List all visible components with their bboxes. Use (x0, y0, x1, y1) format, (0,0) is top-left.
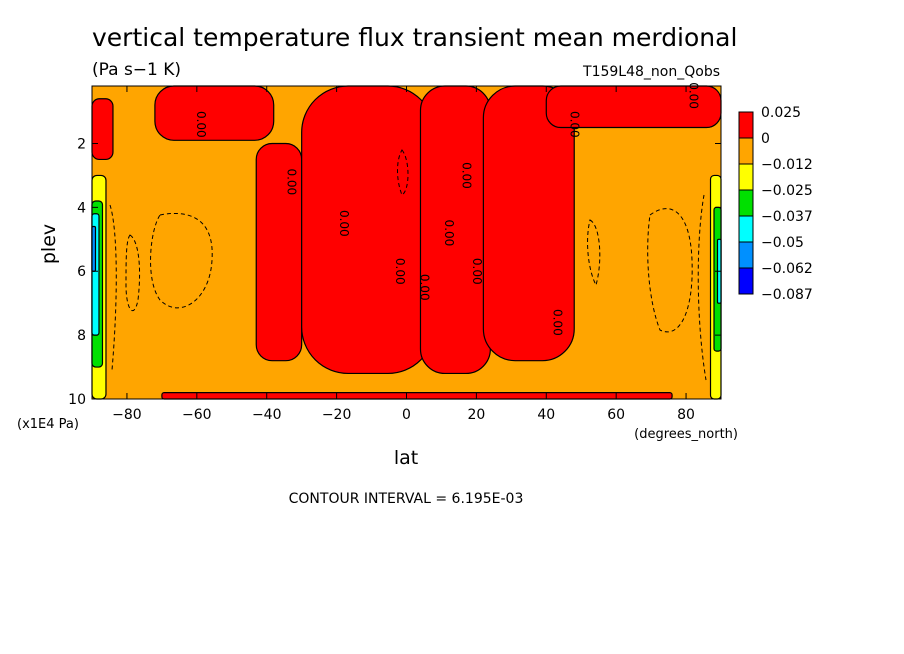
region-0 (91, 98, 114, 161)
plot-area: 0.00 0.00 0.00 0.00 0.00 0.00 0.00 0.00 0.00 0.00… (91, 82, 722, 400)
contour-label: 0.00 (285, 168, 299, 195)
y-tick-label: 6 (77, 264, 86, 280)
colorbar-label: −0.05 (761, 235, 804, 251)
colorbar-swatch (738, 241, 754, 269)
negative-contour-line (697, 194, 707, 381)
contour-label: 0.00 (687, 82, 701, 109)
contour-label: 0.00 (442, 220, 456, 247)
negative-contour-line (125, 234, 141, 312)
colorbar-swatch (738, 267, 754, 295)
colorbar-label: −0.037 (761, 209, 813, 225)
contour-label: 0.00 (417, 274, 431, 301)
y-units-label: (x1E4 Pa) (17, 417, 79, 432)
shaded-regions (91, 85, 722, 400)
contour-interval-note: CONTOUR INTERVAL = 6.195E-03 (289, 491, 524, 507)
x-tick-label: −20 (322, 407, 352, 423)
contour-label: 0.00 (393, 258, 407, 285)
x-tick-label: 60 (607, 407, 625, 423)
colorbar-swatch (738, 189, 754, 217)
contour-label: 0.00 (568, 111, 582, 138)
colorbar-label: −0.062 (761, 261, 813, 277)
colorbar-swatch (738, 163, 754, 191)
x-axis-title: lat (394, 447, 418, 469)
colorbar-label: −0.012 (761, 157, 813, 173)
chart-title: vertical temperature flux transient mean… (92, 23, 737, 52)
negative-contour-line (109, 204, 117, 371)
y-tick-label: 2 (77, 136, 86, 152)
colorbar: 0.025 0 −0.012 −0.025 −0.037 −0.05 −0.062 −0.08… (738, 105, 813, 303)
colorbar-swatch (738, 215, 754, 243)
x-tick-label: −80 (112, 407, 142, 423)
negative-contour-line (647, 208, 693, 333)
contour-label: 0.00 (337, 210, 351, 237)
y-tick-label: 8 (77, 328, 86, 344)
y-axis-title: plev (38, 224, 60, 264)
y-tick-label: 10 (68, 392, 86, 408)
negative-contour-line (587, 219, 601, 287)
negative-contour-line (150, 212, 213, 309)
dataset-label: T159L48_non_Qobs (582, 64, 720, 80)
x-tick-label: −60 (182, 407, 212, 423)
x-tick-label: −40 (252, 407, 282, 423)
colorbar-label: −0.087 (761, 287, 813, 303)
colorbar-label: 0.025 (761, 105, 801, 121)
y-tick-label: 4 (77, 200, 86, 216)
contour-label: 0.00 (470, 258, 484, 285)
colorbar-label: 0 (761, 131, 770, 147)
contour-labels: 0.00 0.00 0.00 0.00 0.00 0.00 0.00 0.00 0.00 0.00… (194, 82, 701, 335)
x-tick-label: 80 (677, 407, 695, 423)
x-units-label: (degrees_north) (634, 427, 738, 442)
negative-contours (109, 149, 707, 381)
contour-label: 0.00 (194, 111, 208, 138)
x-axis: −80 −60 −40 −20 0 20 40 60 80 (112, 86, 695, 423)
x-tick-label: 20 (467, 407, 485, 423)
x-tick-label: 40 (537, 407, 555, 423)
colorbar-label: −0.025 (761, 183, 813, 199)
region-11 (91, 225, 97, 272)
colorbar-swatch (738, 111, 754, 139)
colorbar-swatch (738, 137, 754, 165)
x-tick-label: 0 (402, 407, 411, 423)
contour-label: 0.00 (459, 162, 473, 189)
region-3 (301, 85, 436, 375)
region-1 (154, 85, 275, 141)
region-7 (161, 392, 673, 400)
chart-units: (Pa s−1 K) (92, 60, 181, 80)
contour-label: 0.00 (550, 309, 564, 336)
y-axis: 2 4 6 8 10 (68, 136, 721, 408)
